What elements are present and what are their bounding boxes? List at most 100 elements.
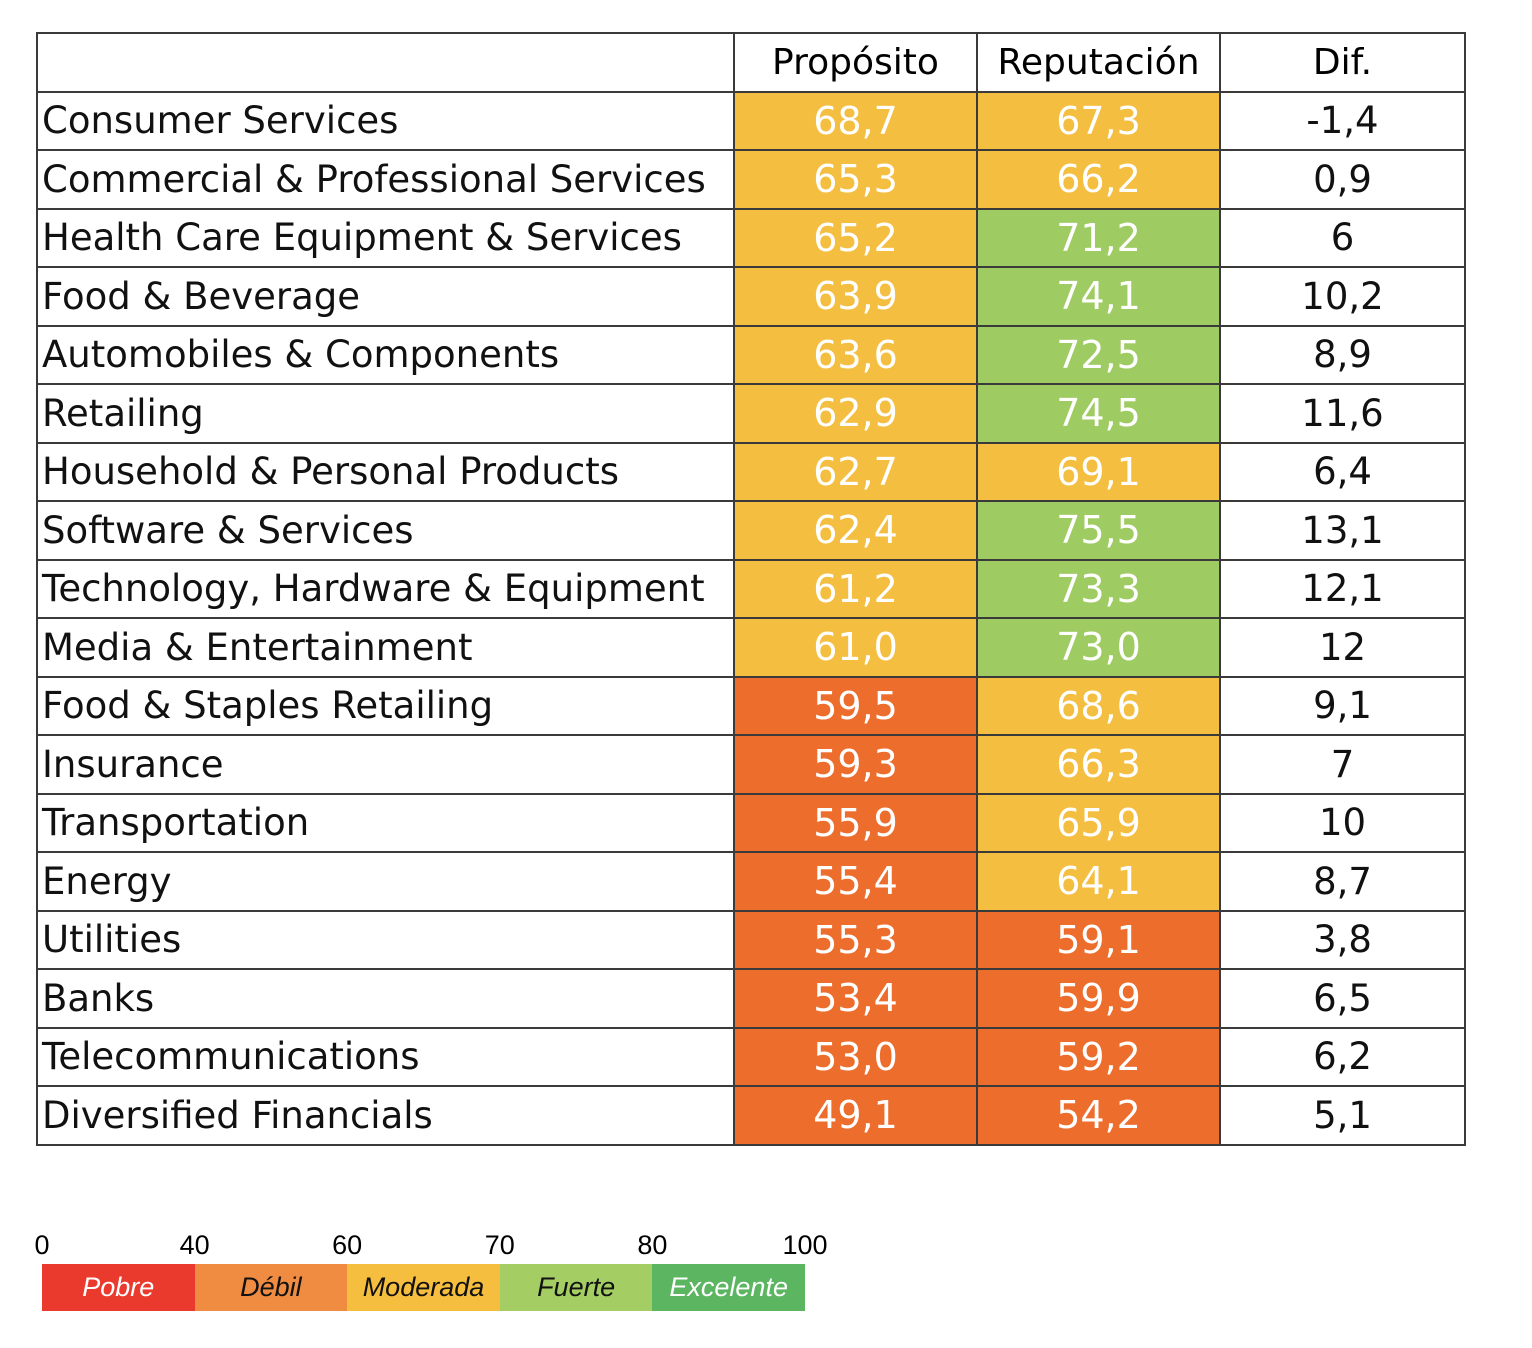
sector-name: Energy [36,851,735,912]
sector-name: Technology, Hardware & Equipment [36,558,735,619]
dif-value: 6,5 [1219,968,1466,1029]
legend-band-fuerte: Fuerte [499,1264,653,1311]
proposito-value: 55,4 [733,851,978,912]
dif-value: 0,9 [1219,149,1466,210]
reputacion-value: 74,1 [976,266,1221,327]
header-reputacion: Reputación [976,32,1221,93]
header-empty-cell [36,32,735,93]
dif-value: 8,7 [1219,851,1466,912]
proposito-value: 59,5 [733,675,978,736]
legend-tick-label: 80 [637,1230,668,1260]
reputacion-value: 74,5 [976,383,1221,444]
table-row: Media & Entertainment 61,0 73,0 12 [36,617,1466,678]
sector-name: Diversified Financials [36,1085,735,1146]
dif-value: 13,1 [1219,500,1466,561]
table-row: Transportation 55,9 65,9 10 [36,792,1466,853]
dif-value: -1,4 [1219,90,1466,151]
sector-name: Banks [36,968,735,1029]
legend-tick-label: 100 [782,1230,828,1260]
dif-value: 10,2 [1219,266,1466,327]
sector-name: Commercial & Professional Services [36,149,735,210]
proposito-value: 63,9 [733,266,978,327]
dif-value: 10 [1219,792,1466,853]
legend-band-pobre: Pobre [42,1264,195,1311]
proposito-value: 65,3 [733,149,978,210]
sector-name: Health Care Equipment & Services [36,207,735,268]
table-row: Insurance 59,3 66,3 7 [36,734,1466,795]
dif-value: 8,9 [1219,324,1466,385]
table-row: Consumer Services 68,7 67,3 -1,4 [36,90,1466,151]
table-row: Software & Services 62,4 75,5 13,1 [36,500,1466,561]
sector-name: Food & Beverage [36,266,735,327]
proposito-value: 55,9 [733,792,978,853]
dif-value: 7 [1219,734,1466,795]
proposito-value: 61,2 [733,558,978,619]
table-row: Energy 55,4 64,1 8,7 [36,851,1466,912]
sector-name: Automobiles & Components [36,324,735,385]
legend-tick-label: 0 [34,1230,50,1260]
sector-name: Software & Services [36,500,735,561]
sector-name: Food & Staples Retailing [36,675,735,736]
proposito-value: 68,7 [733,90,978,151]
dif-value: 6,4 [1219,441,1466,502]
reputacion-value: 66,3 [976,734,1221,795]
reputacion-value: 65,9 [976,792,1221,853]
proposito-value: 59,3 [733,734,978,795]
reputacion-value: 59,1 [976,909,1221,970]
sector-name: Consumer Services [36,90,735,151]
table-row: Retailing 62,9 74,5 11,6 [36,383,1466,444]
proposito-value: 61,0 [733,617,978,678]
dif-value: 6,2 [1219,1026,1466,1087]
sector-table: Propósito Reputación Dif. Consumer Servi… [36,32,1466,1146]
reputacion-value: 59,9 [976,968,1221,1029]
table-row: Telecommunications 53,0 59,2 6,2 [36,1026,1466,1087]
reputacion-value: 73,0 [976,617,1221,678]
reputacion-value: 64,1 [976,851,1221,912]
sector-name: Media & Entertainment [36,617,735,678]
legend-tick-label: 60 [332,1230,363,1260]
legend-tick-label: 40 [179,1230,210,1260]
proposito-value: 65,2 [733,207,978,268]
proposito-value: 55,3 [733,909,978,970]
proposito-value: 63,6 [733,324,978,385]
reputacion-value: 67,3 [976,90,1221,151]
reputacion-value: 69,1 [976,441,1221,502]
table-row: Technology, Hardware & Equipment 61,2 73,3… [36,558,1466,619]
proposito-value: 49,1 [733,1085,978,1146]
reputacion-value: 59,2 [976,1026,1221,1087]
table-row: Health Care Equipment & Services 65,2 71,2… [36,207,1466,268]
reputacion-value: 66,2 [976,149,1221,210]
table-row: Food & Beverage 63,9 74,1 10,2 [36,266,1466,327]
proposito-value: 62,9 [733,383,978,444]
table-row: Utilities 55,3 59,1 3,8 [36,909,1466,970]
sector-name: Household & Personal Products [36,441,735,502]
dif-value: 3,8 [1219,909,1466,970]
legend-tick-label: 70 [484,1230,515,1260]
proposito-value: 53,4 [733,968,978,1029]
dif-value: 5,1 [1219,1085,1466,1146]
reputacion-value: 73,3 [976,558,1221,619]
table-row: Household & Personal Products 62,7 69,1 6,4 [36,441,1466,502]
sector-name: Telecommunications [36,1026,735,1087]
proposito-value: 62,7 [733,441,978,502]
proposito-value: 62,4 [733,500,978,561]
reputacion-value: 54,2 [976,1085,1221,1146]
table-row: Diversified Financials 49,1 54,2 5,1 [36,1085,1466,1146]
table-row: Food & Staples Retailing 59,5 68,6 9,1 [36,675,1466,736]
reputacion-value: 75,5 [976,500,1221,561]
dif-value: 12 [1219,617,1466,678]
legend-band-debil: Débil [194,1264,348,1311]
header-dif: Dif. [1219,32,1466,93]
table-row: Banks 53,4 59,9 6,5 [36,968,1466,1029]
table-row: Automobiles & Components 63,6 72,5 8,9 [36,324,1466,385]
reputacion-value: 72,5 [976,324,1221,385]
sector-name: Retailing [36,383,735,444]
header-row: Propósito Reputación Dif. [36,32,1466,93]
sector-name: Transportation [36,792,735,853]
legend-band-moderada: Moderada [347,1264,500,1311]
dif-value: 12,1 [1219,558,1466,619]
reputacion-value: 71,2 [976,207,1221,268]
header-proposito: Propósito [733,32,978,93]
legend-band-excelente: Excelente [652,1264,805,1311]
dif-value: 9,1 [1219,675,1466,736]
